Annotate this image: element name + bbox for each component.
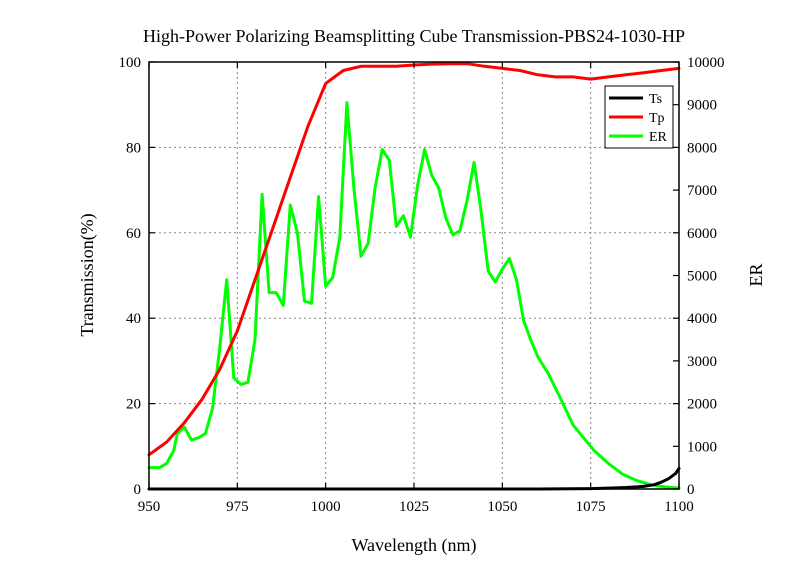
y2-axis-label: ER: [746, 263, 766, 286]
y-tick-label: 60: [126, 226, 141, 242]
y2-tick-label: 8000: [687, 140, 717, 156]
x-tick-label: 1075: [576, 499, 606, 515]
legend-entry-ts: Ts: [649, 92, 662, 107]
legend-entry-tp: Tp: [649, 111, 665, 126]
y2-tick-label: 7000: [687, 183, 717, 199]
y-tick-label: 80: [126, 140, 141, 156]
x-tick-label: 1025: [399, 499, 429, 515]
legend-entry-er: ER: [649, 130, 668, 145]
y2-tick-label: 6000: [687, 226, 717, 242]
y-axis-label: Transmission(%): [77, 213, 98, 336]
x-tick-label: 975: [226, 499, 249, 515]
x-tick-label: 950: [138, 499, 161, 515]
chart-title: High-Power Polarizing Beamsplitting Cube…: [143, 26, 685, 46]
y2-tick-label: 5000: [687, 269, 717, 285]
ticks: 950 975 1000 1025 1050 1075 110002040608010001…: [119, 55, 725, 515]
y2-tick-label: 1000: [687, 439, 717, 455]
x-tick-label: 1000: [311, 499, 341, 515]
y2-tick-label: 4000: [687, 311, 717, 327]
y2-tick-label: 9000: [687, 98, 717, 114]
series-line-er: [147, 101, 681, 490]
y2-tick-label: 10000: [687, 55, 725, 71]
y2-tick-label: 0: [687, 482, 695, 498]
x-tick-label: 1100: [664, 499, 693, 515]
x-tick-label: 1050: [487, 499, 517, 515]
y2-tick-label: 2000: [687, 397, 717, 413]
y2-tick-label: 3000: [687, 354, 717, 370]
y-tick-label: 0: [134, 482, 142, 498]
y-tick-label: 40: [126, 311, 141, 327]
x-axis-label: Wavelength (nm): [351, 535, 476, 556]
legend: Ts Tp ER: [604, 85, 674, 149]
y-tick-label: 20: [126, 397, 141, 413]
y-tick-label: 100: [119, 55, 142, 71]
grid: [149, 62, 679, 489]
